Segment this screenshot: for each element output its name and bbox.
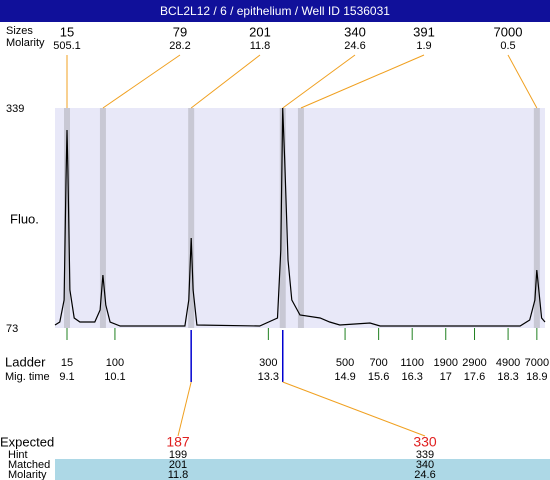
matched-value: 340 [416, 459, 434, 471]
peak-molarity: 505.1 [53, 40, 81, 52]
y-tick-label: 339 [6, 103, 24, 115]
ladder-time: 18.9 [526, 371, 547, 383]
peak-molarity: 28.2 [169, 40, 190, 52]
peak-connector [282, 54, 356, 109]
title-bar [0, 0, 550, 22]
peak-molarity: 24.6 [344, 40, 365, 52]
expected-label: Expected [0, 434, 54, 449]
peak-molarity: 1.9 [416, 40, 431, 52]
ladder-time: 10.1 [104, 371, 125, 383]
ladder-size: 2900 [462, 357, 486, 369]
ladder-size: 1900 [434, 357, 458, 369]
peak-connector [102, 54, 181, 109]
molarity-label: Molarity [6, 37, 45, 49]
ladder-time: 14.9 [334, 371, 355, 383]
ladder-time: 17.6 [464, 371, 485, 383]
ladder-size: 7000 [525, 357, 549, 369]
ladder-time: 17 [440, 371, 452, 383]
peak-size: 79 [173, 24, 187, 39]
ladder-size: 4900 [496, 357, 520, 369]
peak-band [533, 108, 540, 328]
trace [54, 107, 546, 327]
matched-molarity-label: Molarity [8, 469, 47, 480]
peak-band [188, 108, 195, 328]
peak-molarity: 0.5 [500, 40, 515, 52]
ladder-size: 700 [369, 357, 387, 369]
expected-value: 187 [166, 434, 190, 450]
peak-band [279, 108, 286, 328]
sizes-label: Sizes [6, 25, 33, 37]
matched-label: Matched [8, 459, 50, 471]
hint-label: Hint [8, 449, 28, 461]
fluo-label: Fluo. [10, 211, 39, 226]
ladder-time: 16.3 [401, 371, 422, 383]
peak-size: 7000 [494, 24, 523, 39]
peak-band [99, 108, 106, 328]
peak-size: 201 [249, 24, 271, 39]
expected-value: 330 [413, 434, 437, 450]
peak-connector [190, 54, 261, 109]
ladder-time: 9.1 [59, 371, 74, 383]
ladder-size: 100 [106, 357, 124, 369]
peak-molarity: 11.8 [250, 40, 271, 52]
ladder-size: 15 [61, 357, 73, 369]
matched-band [55, 459, 550, 480]
ladder-time: 15.6 [368, 371, 389, 383]
matched-molarity: 24.6 [414, 469, 435, 480]
peak-size: 340 [344, 24, 366, 39]
matched-molarity: 11.8 [168, 469, 189, 480]
ladder-time: 18.3 [497, 371, 518, 383]
peak-connector [507, 54, 538, 109]
title: BCL2L12 / 6 / epithelium / Well ID 15360… [160, 4, 390, 18]
y-tick-label: 73 [6, 323, 18, 335]
peak-band [297, 108, 304, 328]
peak-size: 15 [60, 24, 74, 39]
hint-value: 199 [169, 449, 187, 461]
ladder-label: Ladder [5, 354, 46, 369]
peak-connector [300, 54, 425, 109]
peak-band [63, 108, 70, 328]
expected-connector [177, 381, 192, 437]
expected-connector [282, 381, 426, 437]
ladder-size: 300 [259, 357, 277, 369]
ladder-time: 13.3 [258, 371, 279, 383]
hint-value: 339 [416, 449, 434, 461]
ladder-size: 1100 [400, 357, 424, 369]
ladder-size: 500 [336, 357, 354, 369]
mig-time-label: Mig. time [5, 371, 50, 383]
matched-value: 201 [169, 459, 187, 471]
peak-size: 391 [413, 24, 435, 39]
